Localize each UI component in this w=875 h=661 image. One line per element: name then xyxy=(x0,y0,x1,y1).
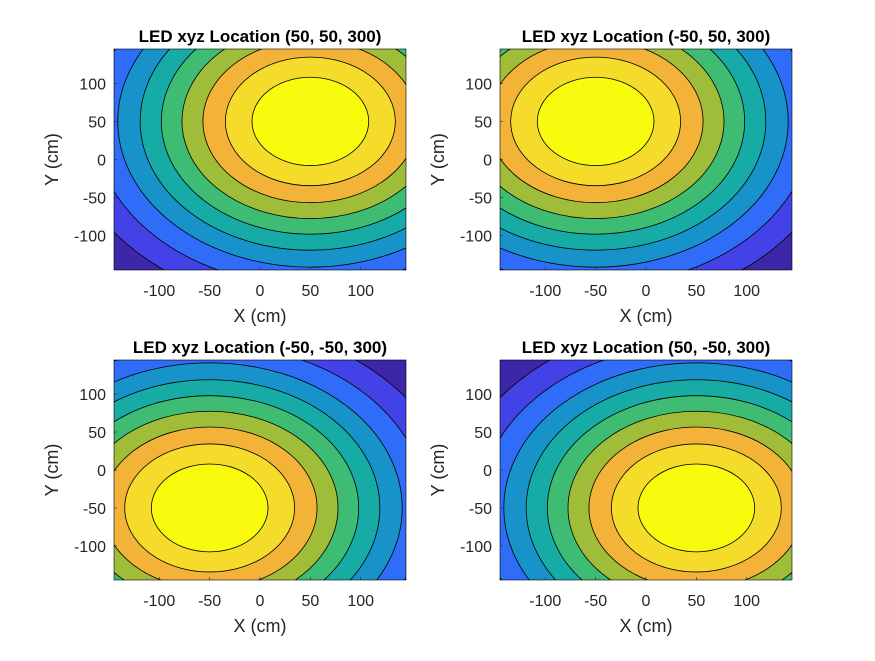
y-tick-label: -50 xyxy=(469,191,492,208)
y-tick-label: 50 xyxy=(88,425,106,442)
contour-band xyxy=(536,76,655,166)
y-axis-label: Y (cm) xyxy=(428,133,448,186)
y-tick-label: 0 xyxy=(483,463,492,480)
contour-area xyxy=(500,49,792,270)
x-tick-label: 0 xyxy=(256,283,265,300)
x-tick-label: -50 xyxy=(584,283,607,300)
x-tick-label: 0 xyxy=(256,593,265,610)
subplot-title: LED xyz Location (50, 50, 300) xyxy=(139,27,382,46)
y-axis-label: Y (cm) xyxy=(428,444,448,497)
y-tick-label: 100 xyxy=(465,387,492,404)
x-axis-label: X (cm) xyxy=(620,306,673,326)
x-axis-label: X (cm) xyxy=(234,306,287,326)
y-tick-label: -100 xyxy=(460,229,492,246)
y-tick-label: -50 xyxy=(83,501,106,518)
x-tick-label: 50 xyxy=(301,283,319,300)
x-tick-label: -100 xyxy=(143,283,175,300)
y-tick-label: -50 xyxy=(83,191,106,208)
subplot-4: LED xyz Location (50, -50, 300) -100 -50 0 5… xyxy=(428,338,793,636)
contour-band xyxy=(251,76,370,166)
y-tick-label: 100 xyxy=(465,76,492,93)
subplot-title: LED xyz Location (-50, 50, 300) xyxy=(522,27,770,46)
x-tick-label: -50 xyxy=(584,593,607,610)
y-tick-label: 100 xyxy=(79,76,106,93)
y-tick-label: -100 xyxy=(460,539,492,556)
contour-band xyxy=(637,463,756,553)
contour-area xyxy=(500,360,792,580)
x-tick-label: -50 xyxy=(198,283,221,300)
y-tick-label: 0 xyxy=(483,153,492,170)
y-tick-label: -100 xyxy=(74,539,106,556)
y-tick-label: 0 xyxy=(97,463,106,480)
x-tick-label: 100 xyxy=(733,593,760,610)
contour-area xyxy=(114,49,406,270)
x-tick-label: 50 xyxy=(687,283,705,300)
y-tick-label: 50 xyxy=(474,114,492,131)
x-tick-label: 50 xyxy=(687,593,705,610)
y-tick-label: -50 xyxy=(469,501,492,518)
subplot-1: LED xyz Location (50, 50, 300) -100 -50 0 50… xyxy=(42,27,407,326)
x-tick-label: 50 xyxy=(301,593,319,610)
x-tick-label: -100 xyxy=(529,283,561,300)
x-tick-label: -100 xyxy=(529,593,561,610)
contour-band xyxy=(150,463,269,553)
x-tick-label: 100 xyxy=(347,283,374,300)
y-axis-label: Y (cm) xyxy=(42,444,62,497)
y-tick-label: -100 xyxy=(74,229,106,246)
x-tick-label: -100 xyxy=(143,593,175,610)
y-tick-label: 50 xyxy=(88,114,106,131)
x-tick-label: 0 xyxy=(642,593,651,610)
y-tick-label: 100 xyxy=(79,387,106,404)
x-axis-label: X (cm) xyxy=(620,616,673,636)
x-tick-label: 100 xyxy=(733,283,760,300)
x-tick-label: 0 xyxy=(642,283,651,300)
subplot-3: LED xyz Location (-50, -50, 300) -100 -50 0… xyxy=(42,338,407,636)
x-axis-label: X (cm) xyxy=(234,616,287,636)
subplot-2: LED xyz Location (-50, 50, 300) -100 -50 0 5… xyxy=(428,27,793,326)
subplot-title: LED xyz Location (50, -50, 300) xyxy=(522,338,770,357)
contour-area xyxy=(114,360,406,580)
x-tick-label: 100 xyxy=(347,593,374,610)
subplot-title: LED xyz Location (-50, -50, 300) xyxy=(133,338,387,357)
y-tick-label: 50 xyxy=(474,425,492,442)
x-tick-label: -50 xyxy=(198,593,221,610)
y-axis-label: Y (cm) xyxy=(42,133,62,186)
y-tick-label: 0 xyxy=(97,153,106,170)
